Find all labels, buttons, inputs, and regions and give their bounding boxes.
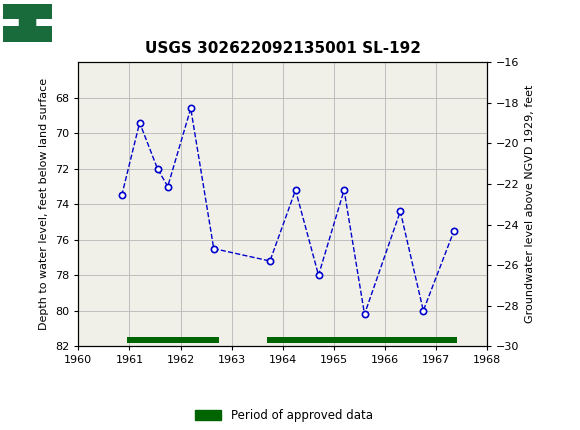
Y-axis label: Depth to water level, feet below land surface: Depth to water level, feet below land su… [39, 78, 49, 330]
Bar [3, 3, 52, 19]
Y-axis label: Groundwater level above NGVD 1929, feet: Groundwater level above NGVD 1929, feet [525, 85, 535, 323]
Legend: Period of approved data: Period of approved data [195, 409, 373, 422]
Title: USGS 302622092135001 SL-192: USGS 302622092135001 SL-192 [145, 40, 420, 55]
Bar [267, 337, 456, 343]
Text: █: █ [19, 11, 36, 34]
Bar [127, 337, 219, 343]
Bar [3, 3, 52, 42]
Bar [3, 19, 52, 26]
Text: USGS: USGS [61, 15, 108, 30]
Bar [3, 3, 52, 42]
Bar [3, 26, 52, 42]
